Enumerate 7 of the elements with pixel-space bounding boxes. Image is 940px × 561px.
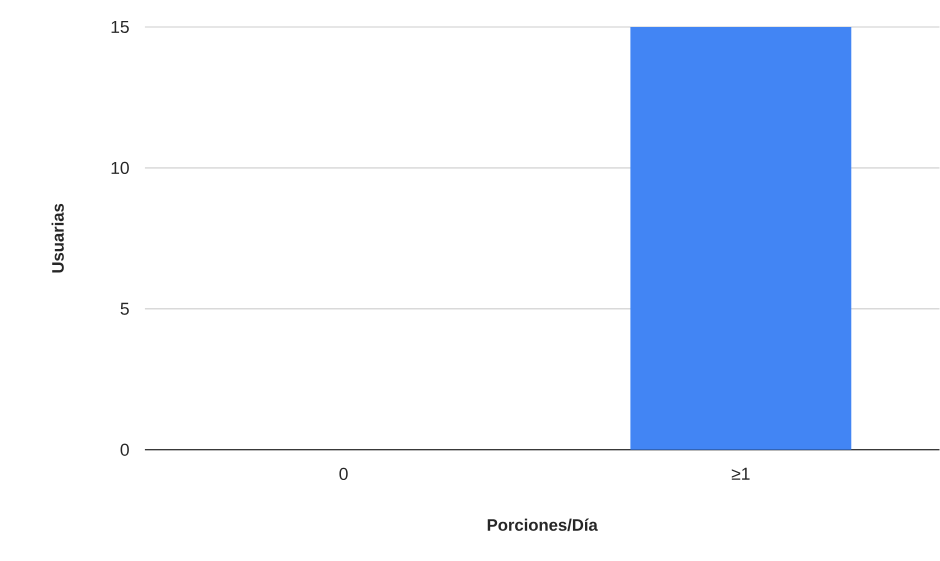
x-tick-label: ≥1 xyxy=(732,468,750,480)
y-axis-title: Usuarias xyxy=(52,204,64,273)
y-tick-label: 0 xyxy=(120,444,129,456)
y-tick-label: 5 xyxy=(120,302,129,316)
y-tick-label: 15 xyxy=(112,21,129,34)
y-tick-label: 10 xyxy=(112,162,129,174)
x-axis-title: Porciones/Día xyxy=(488,518,598,532)
